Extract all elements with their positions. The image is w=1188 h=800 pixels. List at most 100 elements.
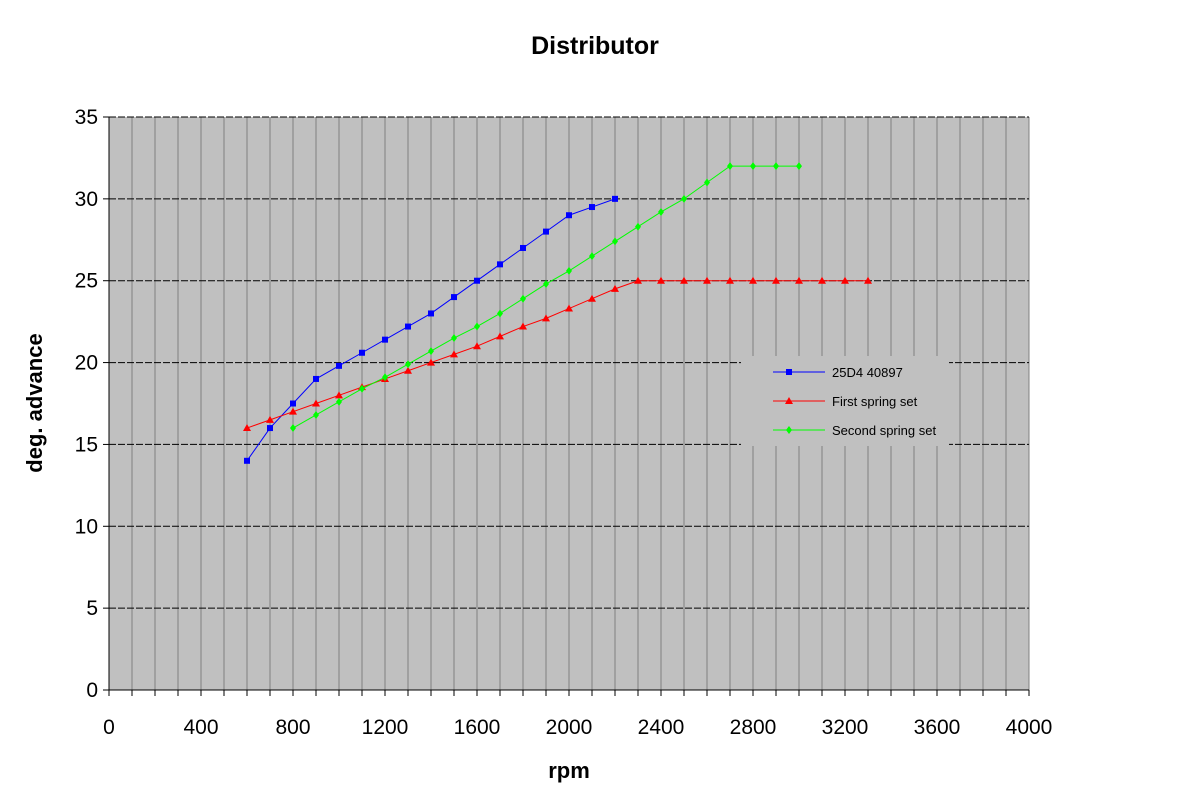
data-point — [244, 457, 250, 464]
data-point — [818, 276, 826, 284]
legend: 25D4 40897 First spring set Second spring … — [741, 356, 949, 446]
data-point — [589, 252, 595, 261]
data-point — [289, 407, 297, 415]
data-point — [566, 266, 572, 275]
data-point — [864, 276, 872, 284]
x-tick-label: 400 — [183, 716, 218, 739]
data-point — [658, 207, 664, 216]
data-point — [773, 162, 779, 171]
axes — [103, 116, 1030, 696]
data-point — [681, 194, 687, 203]
data-point — [451, 294, 457, 301]
x-tick-label: 3600 — [914, 716, 961, 739]
data-point — [612, 237, 618, 246]
data-point — [382, 336, 388, 343]
y-tick-label: 15 — [75, 433, 98, 456]
data-point — [542, 314, 550, 322]
legend-marker — [785, 397, 793, 404]
data-point — [588, 294, 596, 302]
data-point — [841, 276, 849, 284]
data-point — [359, 349, 365, 356]
data-point — [336, 362, 342, 369]
data-point — [497, 261, 503, 268]
data-point — [404, 366, 412, 374]
data-point — [243, 424, 251, 432]
legend-label: 25D4 40897 — [832, 365, 903, 380]
chart-title: Distributor — [531, 32, 659, 60]
data-point — [750, 162, 756, 171]
data-point — [566, 212, 572, 219]
series-1 — [244, 195, 618, 464]
data-point — [313, 410, 319, 419]
data-point — [796, 162, 802, 171]
x-tick-label: 1200 — [362, 716, 409, 739]
series — [243, 162, 872, 464]
data-point — [496, 332, 504, 340]
data-point — [727, 162, 733, 171]
data-point — [359, 384, 365, 393]
x-tick-label: 800 — [275, 716, 310, 739]
data-point — [267, 425, 273, 432]
x-tick-label: 2400 — [638, 716, 685, 739]
data-point — [427, 358, 435, 366]
x-tick-label: 3200 — [822, 716, 869, 739]
legend-marker — [786, 426, 792, 434]
data-point — [657, 276, 665, 284]
data-point — [428, 310, 434, 317]
data-point — [589, 204, 595, 211]
data-point — [405, 360, 411, 369]
data-point — [772, 276, 780, 284]
data-point — [726, 276, 734, 284]
data-point — [451, 334, 457, 343]
data-point — [450, 350, 458, 358]
data-point — [312, 399, 320, 407]
data-point — [703, 276, 711, 284]
y-tick-label: 20 — [75, 352, 98, 375]
data-point — [611, 284, 619, 292]
data-point — [543, 279, 549, 288]
data-point — [313, 375, 319, 382]
data-point — [428, 347, 434, 356]
data-point — [474, 322, 480, 331]
data-point — [520, 294, 526, 303]
data-point — [335, 391, 343, 399]
data-point — [474, 277, 480, 284]
series-3 — [290, 162, 802, 433]
y-tick-label: 35 — [75, 106, 98, 129]
y-tick-label: 25 — [75, 270, 98, 293]
x-tick-label: 4000 — [1006, 716, 1053, 739]
data-point — [565, 304, 573, 312]
x-tick-label: 1600 — [454, 716, 501, 739]
x-tick-label: 0 — [103, 716, 115, 739]
data-point — [405, 323, 411, 330]
data-point — [520, 244, 526, 251]
data-point — [290, 424, 296, 433]
data-point — [634, 276, 642, 284]
data-point — [473, 342, 481, 350]
y-axis-label: deg. advance — [22, 333, 47, 472]
legend-marker — [786, 369, 792, 375]
data-point — [543, 228, 549, 235]
legend-label: Second spring set — [832, 423, 936, 438]
data-point — [795, 276, 803, 284]
data-point — [612, 195, 618, 202]
series-line — [246, 280, 868, 429]
data-point — [635, 222, 641, 231]
data-point — [290, 400, 296, 407]
data-point — [680, 276, 688, 284]
data-point — [704, 178, 710, 187]
tick-labels: 0 5 10 15 20 25 30 35 0 400 800 1200 1600 2000 2400 280… — [75, 106, 1053, 739]
data-point — [382, 373, 388, 382]
y-tick-label: 5 — [86, 597, 98, 620]
y-tick-label: 30 — [75, 188, 98, 211]
y-tick-label: 10 — [75, 515, 98, 538]
x-tick-label: 2000 — [546, 716, 593, 739]
y-tick-label: 0 — [86, 679, 98, 702]
data-point — [336, 397, 342, 406]
x-tick-label: 2800 — [730, 716, 777, 739]
data-point — [266, 415, 274, 423]
data-point — [519, 322, 527, 330]
data-point — [749, 276, 757, 284]
legend-label: First spring set — [832, 394, 918, 409]
